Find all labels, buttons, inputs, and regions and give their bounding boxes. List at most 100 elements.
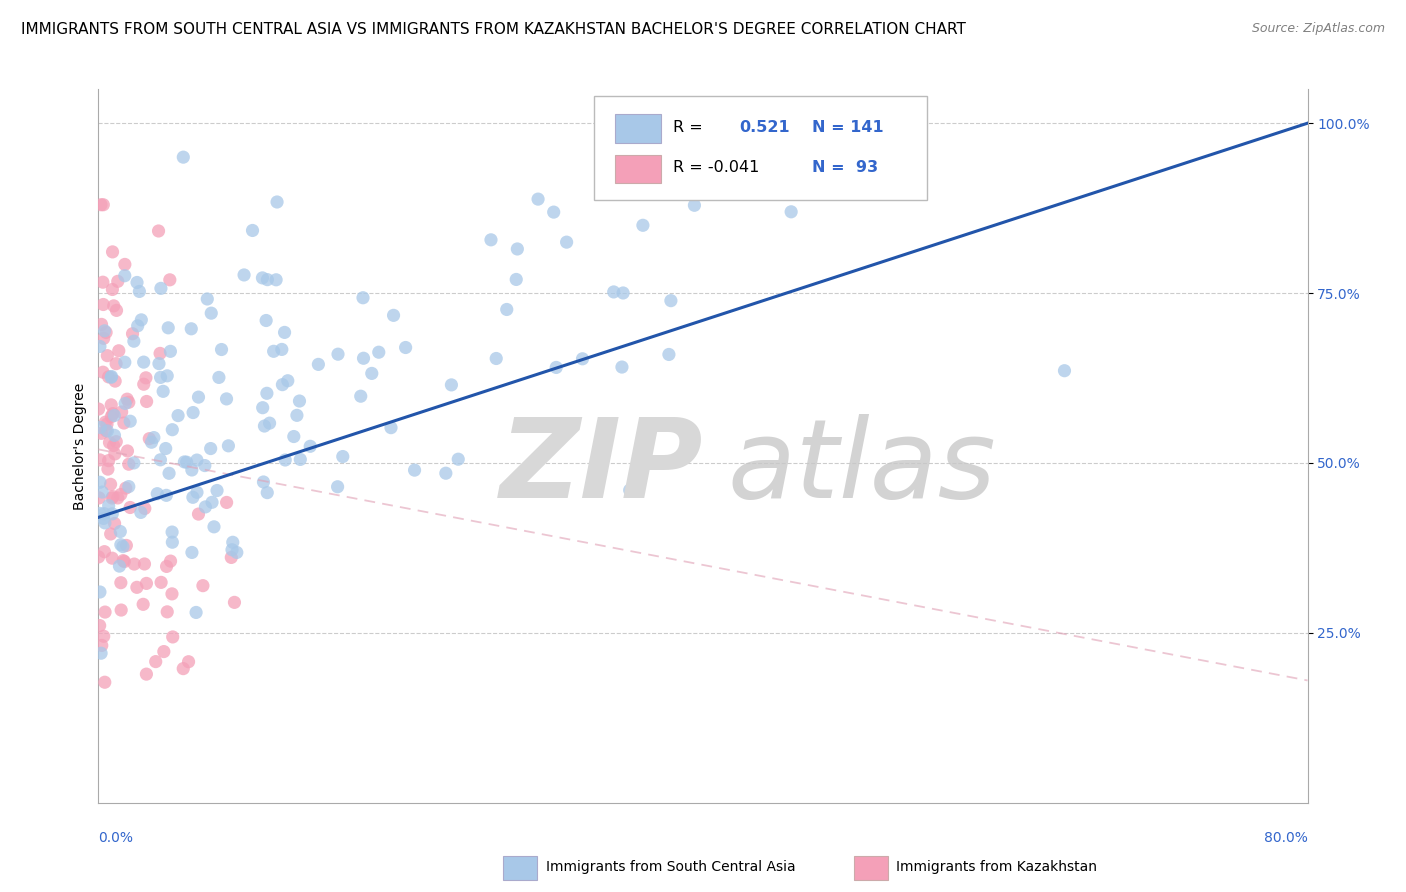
Point (200, 306, 222, 320)
Point (543, 205, 565, 219)
Point (93, 507, 115, 521)
Point (93, 544, 115, 558)
Point (105, 357, 128, 371)
Point (162, 630, 184, 644)
Point (103, 299, 125, 313)
Point (93, 331, 115, 345)
Point (202, 520, 225, 534)
Point (114, 481, 136, 495)
Point (434, 467, 457, 481)
Point (157, 467, 180, 481)
Point (360, 367, 382, 381)
Point (121, 326, 143, 341)
Point (101, 283, 124, 297)
Point (101, 491, 124, 505)
Text: N =  93: N = 93 (811, 161, 877, 175)
Point (108, 559, 131, 574)
Point (117, 444, 139, 458)
Point (101, 407, 124, 421)
Point (120, 500, 142, 515)
Point (148, 224, 170, 238)
Point (162, 535, 184, 549)
Point (326, 347, 349, 361)
Text: Immigrants from South Central Asia: Immigrants from South Central Asia (546, 860, 796, 874)
FancyBboxPatch shape (503, 855, 537, 880)
Point (104, 447, 127, 461)
Y-axis label: Bachelor's Degree: Bachelor's Degree (73, 383, 87, 509)
Point (266, 194, 288, 209)
Point (205, 483, 228, 498)
Point (134, 501, 156, 516)
Point (135, 371, 157, 385)
Text: R =: R = (672, 120, 707, 135)
Point (104, 374, 127, 388)
Point (380, 420, 402, 434)
Point (125, 276, 148, 290)
Point (683, 198, 706, 212)
Point (271, 377, 294, 392)
Point (225, 545, 247, 559)
Point (135, 576, 157, 591)
Point (394, 341, 416, 355)
Point (195, 292, 218, 306)
Point (94, 605, 117, 619)
Point (186, 485, 208, 500)
Point (105, 303, 128, 318)
Point (256, 272, 278, 286)
Point (527, 192, 550, 206)
Point (571, 351, 593, 366)
Point (87, 402, 110, 417)
Point (90, 639, 112, 653)
Point (134, 557, 156, 571)
Point (91, 365, 114, 379)
Point (122, 557, 145, 571)
Point (256, 485, 278, 500)
Point (118, 395, 141, 409)
Point (115, 392, 138, 406)
Point (440, 377, 463, 392)
Point (288, 394, 311, 409)
Point (115, 538, 138, 552)
Point (159, 273, 181, 287)
Point (100, 527, 122, 541)
Point (619, 483, 641, 498)
Point (132, 377, 155, 392)
Point (254, 313, 277, 327)
Point (146, 486, 169, 500)
Text: N = 141: N = 141 (811, 120, 883, 135)
Point (103, 428, 125, 442)
Point (120, 414, 142, 428)
Point (447, 452, 470, 467)
Point (156, 368, 179, 383)
Point (132, 355, 155, 369)
Point (546, 360, 568, 375)
Point (111, 540, 134, 554)
Point (181, 406, 204, 420)
Point (242, 223, 264, 237)
Point (112, 555, 135, 569)
Point (252, 401, 274, 415)
Point (1053, 364, 1076, 378)
Point (101, 244, 124, 259)
Point (162, 423, 184, 437)
Point (112, 416, 135, 430)
Point (110, 487, 132, 501)
Text: 80.0%: 80.0% (1264, 831, 1308, 846)
Point (180, 322, 202, 336)
Point (350, 389, 373, 403)
Point (89, 585, 111, 599)
Point (221, 542, 243, 557)
Point (157, 321, 180, 335)
Point (110, 538, 132, 552)
Point (97, 462, 120, 476)
Point (107, 274, 129, 288)
Point (612, 285, 634, 300)
Point (172, 662, 194, 676)
Point (277, 374, 299, 388)
Point (181, 491, 204, 505)
Point (167, 409, 190, 423)
Point (100, 398, 122, 412)
Point (90, 646, 112, 660)
Point (211, 343, 233, 357)
Text: atlas: atlas (727, 414, 995, 521)
